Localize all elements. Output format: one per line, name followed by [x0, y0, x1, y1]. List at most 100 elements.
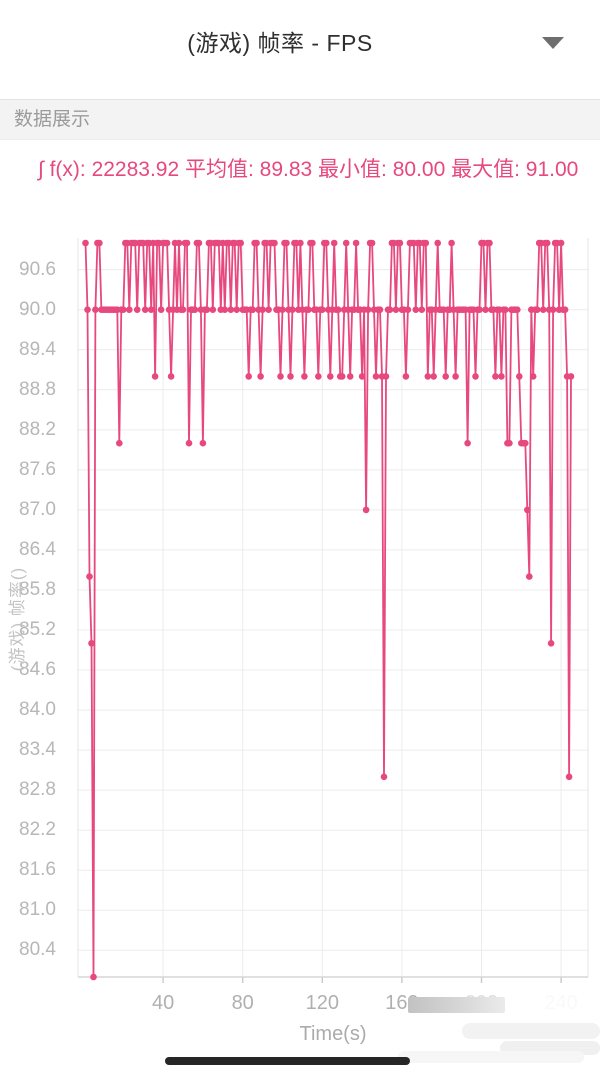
- data-point-marker: [368, 239, 376, 247]
- data-point-marker: [422, 239, 430, 247]
- data-point-marker: [323, 239, 330, 247]
- data-point-marker: [179, 306, 187, 313]
- section-header: 数据展示: [0, 99, 600, 140]
- data-point-marker: [233, 306, 240, 313]
- data-point-marker: [482, 306, 489, 313]
- data-point-marker: [327, 373, 334, 380]
- data-point-marker: [434, 239, 442, 247]
- data-point-marker: [404, 306, 412, 313]
- data-point-marker: [372, 373, 380, 380]
- data-point-marker: [157, 306, 165, 313]
- data-point-marker: [287, 373, 294, 380]
- fps-series-line: [84, 242, 572, 978]
- data-point-marker: [277, 373, 284, 380]
- data-point-marker: [561, 306, 569, 313]
- data-point-marker: [376, 306, 384, 313]
- data-point-marker: [526, 573, 533, 580]
- data-point-marker: [309, 239, 316, 247]
- data-point-marker: [358, 373, 366, 380]
- data-point-marker: [257, 373, 264, 380]
- data-point-marker: [92, 306, 99, 313]
- data-point-marker: [476, 306, 483, 313]
- fps-line-chart-svg[interactable]: [0, 230, 600, 1000]
- y-axis-tick-label: 88.2: [19, 418, 56, 440]
- page-title: (游戏) 帧率 - FPS: [187, 30, 373, 56]
- data-point-marker: [271, 239, 278, 247]
- data-point-marker: [227, 306, 235, 313]
- y-axis-tick-label: 84.0: [19, 699, 56, 721]
- data-point-marker: [452, 373, 459, 380]
- data-point-marker: [151, 373, 159, 380]
- data-point-marker: [283, 239, 290, 247]
- data-point-marker: [567, 373, 575, 380]
- data-point-marker: [543, 239, 551, 247]
- y-axis-tick-label: 87.6: [19, 458, 56, 480]
- metric-selector-dropdown[interactable]: (游戏) 帧率 - FPS: [0, 22, 600, 64]
- data-point-marker: [539, 306, 547, 313]
- data-point-marker: [402, 373, 410, 380]
- data-point-marker: [279, 306, 286, 313]
- y-axis-tick-label: 83.4: [19, 739, 56, 761]
- data-point-marker: [167, 373, 175, 380]
- data-point-marker: [502, 306, 509, 313]
- data-point-marker: [486, 239, 493, 247]
- y-axis-tick-label: 84.6: [19, 659, 56, 681]
- section-label: 数据展示: [14, 109, 91, 130]
- data-point-marker: [175, 239, 183, 247]
- data-point-marker: [342, 239, 350, 247]
- data-point-marker: [141, 306, 149, 313]
- data-point-marker: [163, 239, 171, 247]
- data-point-marker: [133, 306, 141, 313]
- data-point-marker: [514, 306, 521, 313]
- y-axis-tick-label: 88.8: [19, 378, 56, 400]
- stats-summary: ∫ f(x): 22283.92 平均值: 89.83 最小值: 80.00 最…: [38, 158, 579, 181]
- data-point-marker: [448, 239, 455, 247]
- y-axis-tick-label: 90.6: [19, 258, 56, 280]
- data-point-marker: [533, 306, 541, 313]
- data-point-marker: [199, 439, 207, 447]
- data-point-marker: [364, 306, 372, 313]
- y-axis-tick-label: 90.0: [19, 298, 56, 320]
- data-point-marker: [380, 773, 388, 781]
- y-axis-tick-label: 85.2: [19, 619, 56, 640]
- y-axis-tick-label: 82.2: [19, 819, 56, 841]
- data-point-marker: [84, 306, 91, 313]
- data-point-marker: [396, 239, 404, 247]
- data-point-marker: [315, 373, 322, 380]
- data-point-marker: [334, 306, 342, 313]
- caret-down-icon[interactable]: [542, 37, 564, 49]
- data-point-marker: [297, 239, 304, 247]
- data-point-marker: [88, 640, 95, 647]
- data-point-marker: [386, 306, 394, 313]
- data-point-marker: [203, 306, 211, 313]
- data-point-marker: [522, 439, 529, 447]
- data-point-marker: [330, 239, 338, 247]
- y-axis-tick-label: 81.6: [19, 859, 56, 881]
- home-indicator[interactable]: [165, 1057, 410, 1065]
- data-point-marker: [392, 306, 400, 313]
- data-point-marker: [253, 239, 260, 247]
- y-axis-tick-label: 81.0: [19, 899, 56, 921]
- censor-smudge: [541, 995, 597, 1013]
- data-point-marker: [82, 239, 89, 247]
- data-point-marker: [430, 373, 438, 380]
- censor-smudge: [408, 997, 505, 1013]
- data-point-marker: [352, 239, 360, 247]
- data-point-marker: [549, 306, 557, 313]
- data-point-marker: [506, 439, 513, 447]
- y-axis-tick-label: 87.0: [19, 498, 56, 520]
- y-axis-tick-label: 85.8: [19, 578, 56, 600]
- data-point-marker: [259, 306, 266, 313]
- data-point-marker: [424, 373, 432, 380]
- data-point-marker: [418, 306, 426, 313]
- data-point-marker: [86, 573, 93, 580]
- data-point-marker: [529, 373, 537, 380]
- erased-watermark-smudge: [462, 1023, 600, 1039]
- x-axis-title: Time(s): [299, 1023, 367, 1045]
- data-point-marker: [319, 306, 326, 313]
- data-point-marker: [301, 373, 308, 380]
- y-axis-tick-label: 82.8: [19, 779, 56, 801]
- data-point-marker: [362, 506, 370, 514]
